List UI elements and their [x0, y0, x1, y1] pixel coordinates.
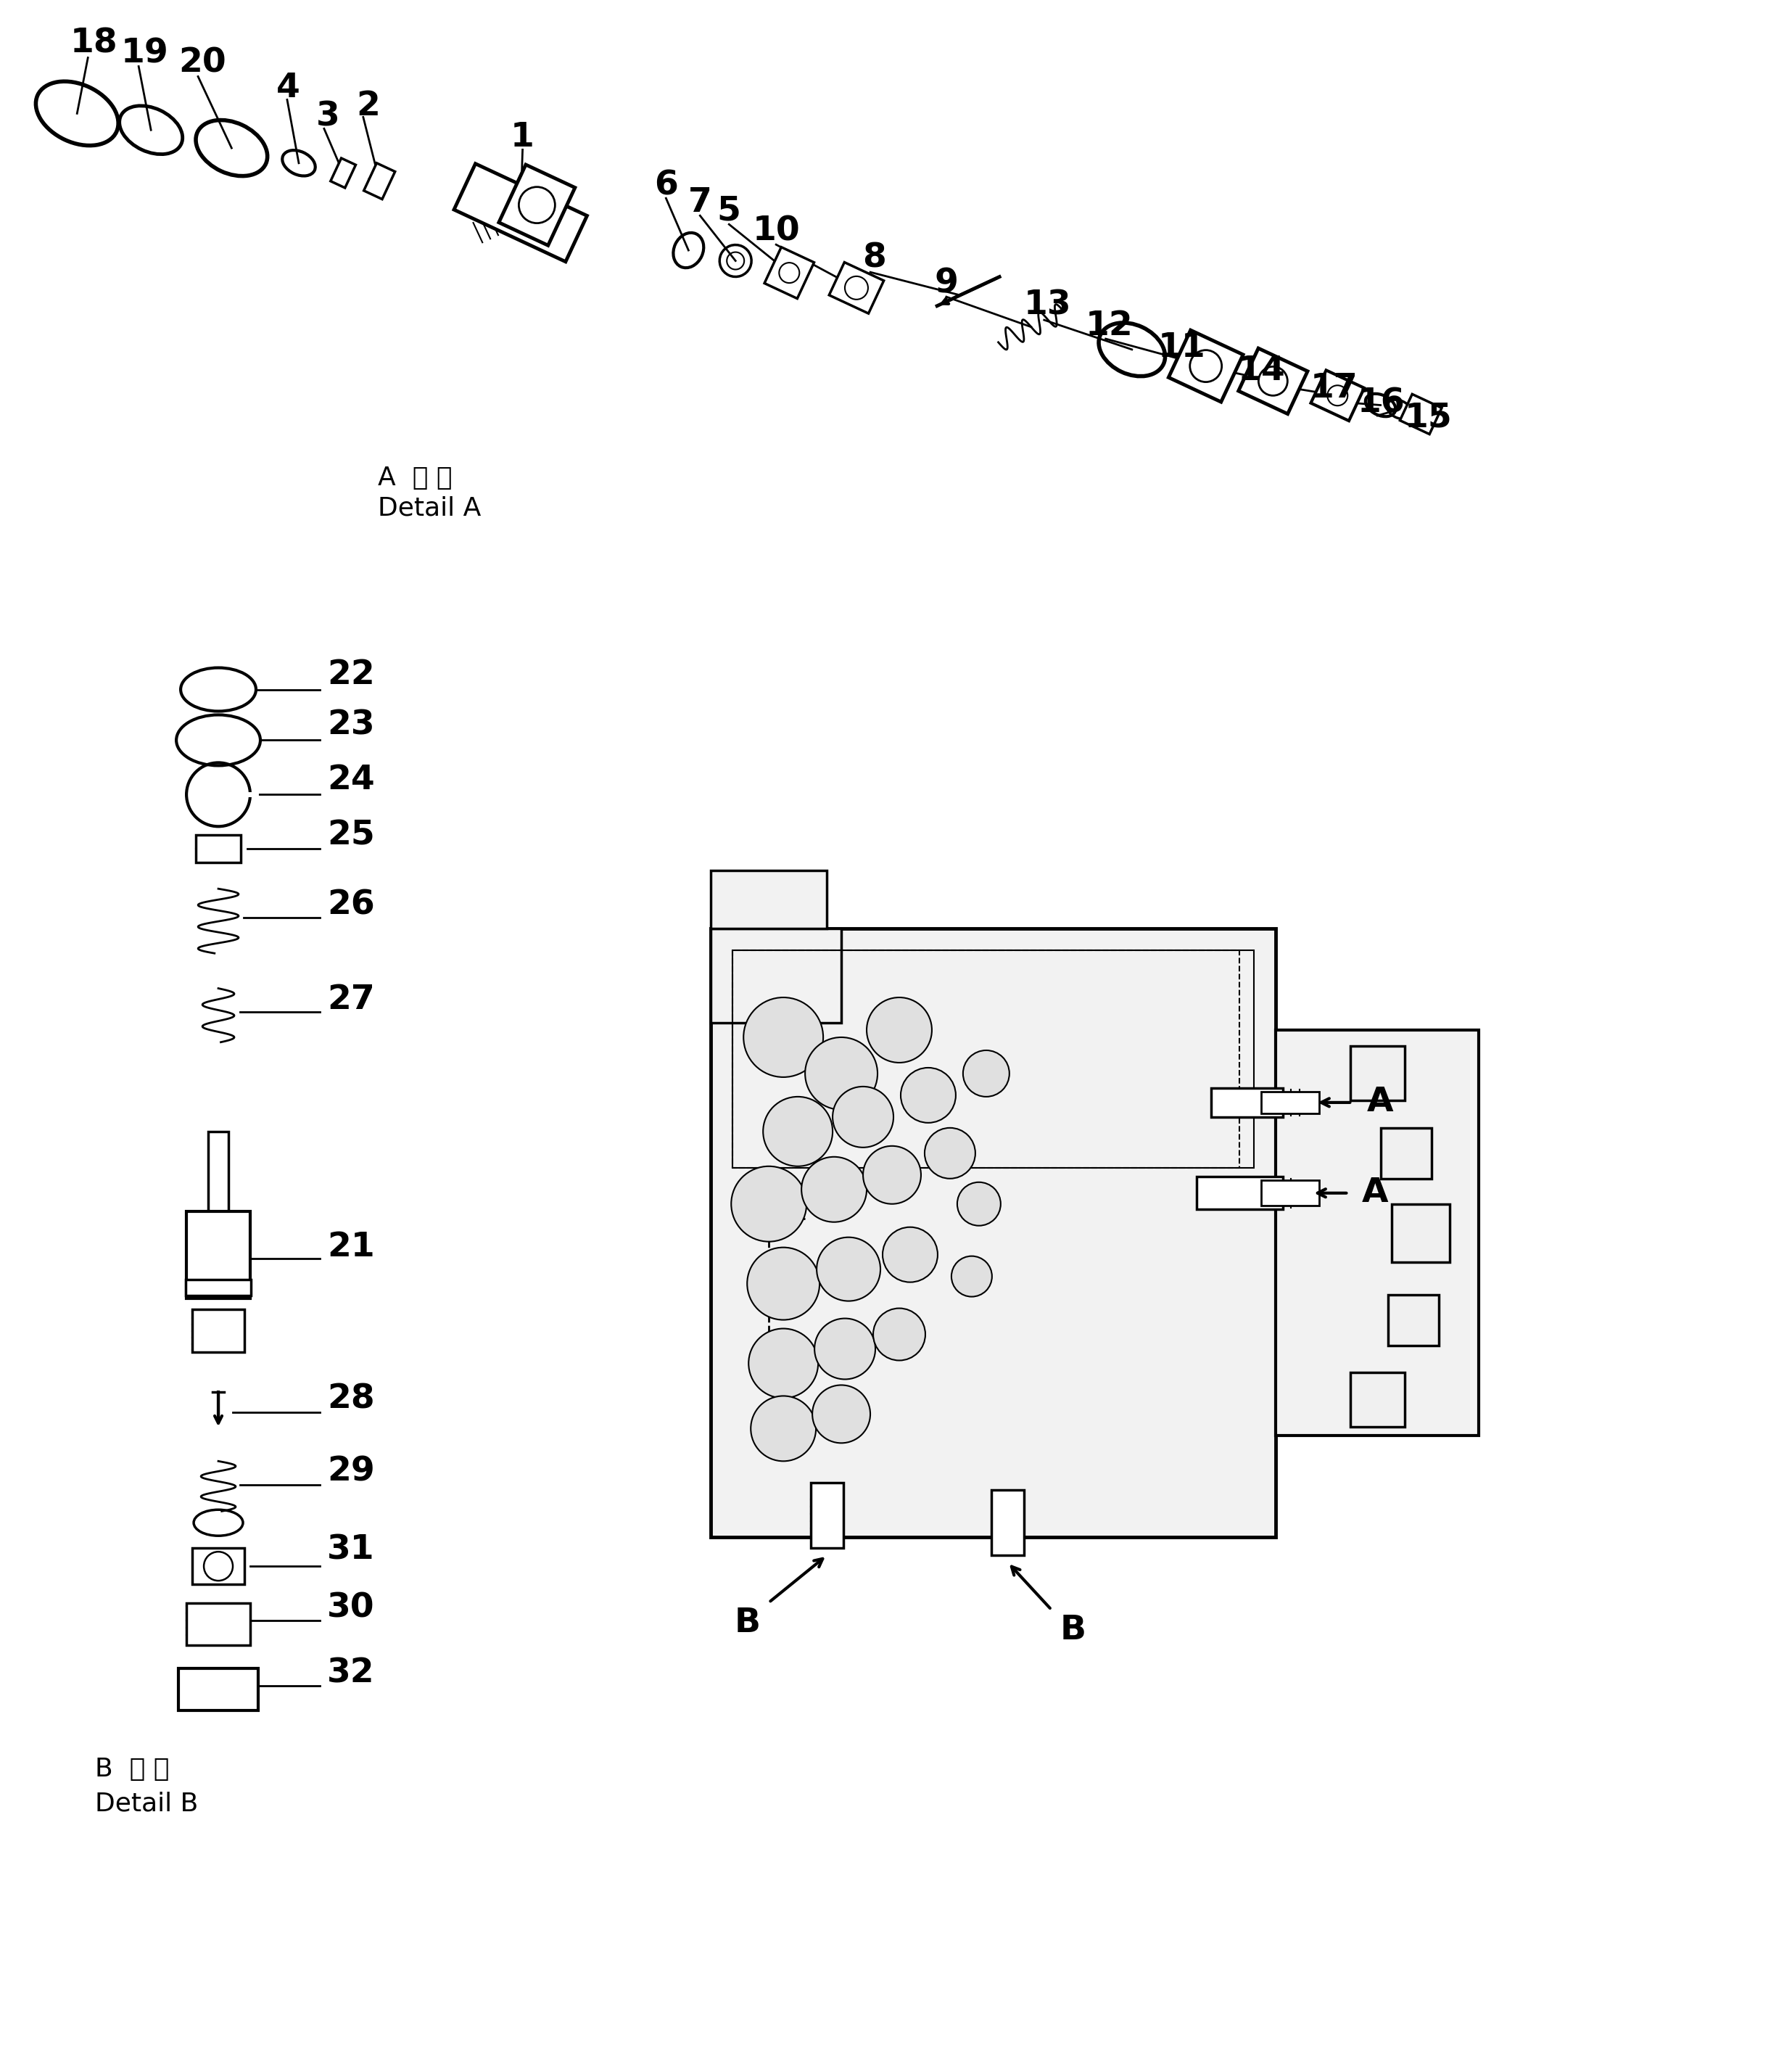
- Ellipse shape: [864, 1147, 921, 1204]
- Text: 26: 26: [326, 890, 375, 923]
- Bar: [192, 1547, 244, 1584]
- Ellipse shape: [883, 1227, 937, 1282]
- Bar: [330, 158, 357, 187]
- Text: 19: 19: [120, 37, 168, 70]
- Text: 15: 15: [1405, 401, 1452, 434]
- Text: B: B: [735, 1607, 760, 1640]
- Text: 7: 7: [688, 187, 711, 220]
- Text: B: B: [1061, 1613, 1086, 1646]
- Ellipse shape: [747, 1247, 819, 1319]
- Text: 1: 1: [511, 121, 534, 154]
- Text: 10: 10: [753, 216, 799, 249]
- Ellipse shape: [901, 1069, 955, 1122]
- Bar: [186, 1603, 251, 1646]
- Text: A: A: [1362, 1178, 1389, 1210]
- Bar: [1211, 1087, 1283, 1118]
- Text: 29: 29: [326, 1455, 375, 1488]
- Ellipse shape: [925, 1128, 975, 1180]
- Text: 13: 13: [1023, 290, 1072, 323]
- Bar: [711, 871, 826, 929]
- Text: Detail A: Detail A: [378, 495, 480, 520]
- Text: 17: 17: [1310, 372, 1358, 405]
- Bar: [711, 929, 1276, 1537]
- Bar: [498, 164, 575, 245]
- Ellipse shape: [751, 1395, 815, 1461]
- Bar: [1349, 1373, 1405, 1426]
- Ellipse shape: [833, 1087, 894, 1147]
- Text: 16: 16: [1357, 386, 1405, 419]
- Bar: [186, 1280, 251, 1295]
- Text: 5: 5: [717, 195, 740, 228]
- Bar: [1310, 370, 1364, 421]
- Bar: [1349, 1046, 1405, 1101]
- Ellipse shape: [957, 1182, 1000, 1225]
- Ellipse shape: [815, 1319, 874, 1379]
- Text: 20: 20: [179, 47, 226, 80]
- Text: A  詳 細: A 詳 細: [378, 466, 452, 491]
- Bar: [192, 1309, 244, 1352]
- Text: 24: 24: [326, 764, 375, 797]
- Ellipse shape: [805, 1038, 878, 1110]
- Ellipse shape: [873, 1309, 925, 1360]
- Text: B  詳 細: B 詳 細: [95, 1757, 170, 1782]
- Bar: [991, 1490, 1025, 1556]
- Text: 4: 4: [276, 72, 299, 105]
- Text: 23: 23: [326, 709, 375, 742]
- Bar: [1238, 347, 1308, 413]
- Ellipse shape: [817, 1237, 880, 1301]
- Bar: [1262, 1180, 1319, 1206]
- Bar: [1382, 1128, 1432, 1180]
- Bar: [1197, 1178, 1283, 1208]
- Ellipse shape: [867, 997, 932, 1062]
- Bar: [179, 1669, 258, 1710]
- Bar: [810, 1484, 842, 1547]
- Bar: [733, 949, 1254, 1167]
- Bar: [1276, 1030, 1478, 1436]
- Text: 3: 3: [315, 101, 340, 134]
- Text: Detail B: Detail B: [95, 1792, 199, 1817]
- Text: 14: 14: [1238, 353, 1285, 386]
- Ellipse shape: [812, 1385, 871, 1443]
- Text: 22: 22: [326, 660, 375, 690]
- Bar: [1392, 1204, 1450, 1262]
- Bar: [364, 162, 394, 199]
- Text: 2: 2: [357, 90, 380, 123]
- Bar: [453, 164, 588, 261]
- Bar: [1400, 395, 1443, 434]
- Bar: [711, 929, 840, 1023]
- Text: 31: 31: [326, 1533, 375, 1566]
- Text: 21: 21: [326, 1231, 375, 1264]
- Bar: [195, 834, 240, 863]
- Text: 9: 9: [934, 267, 959, 300]
- Text: 30: 30: [326, 1593, 375, 1626]
- Text: 32: 32: [326, 1656, 375, 1689]
- Bar: [1262, 1091, 1319, 1114]
- Text: 28: 28: [326, 1383, 375, 1416]
- Text: 11: 11: [1158, 331, 1206, 364]
- Ellipse shape: [801, 1157, 867, 1223]
- Bar: [765, 247, 814, 298]
- Ellipse shape: [731, 1167, 806, 1241]
- Text: 12: 12: [1086, 310, 1133, 341]
- Text: 6: 6: [654, 171, 677, 201]
- Bar: [1168, 331, 1244, 403]
- Ellipse shape: [749, 1328, 819, 1397]
- Ellipse shape: [763, 1097, 833, 1167]
- Bar: [1389, 1295, 1439, 1346]
- Text: 25: 25: [326, 820, 375, 853]
- Ellipse shape: [952, 1256, 993, 1297]
- Bar: [208, 1132, 228, 1219]
- Ellipse shape: [744, 997, 823, 1077]
- Bar: [186, 1210, 251, 1299]
- Text: 8: 8: [862, 242, 885, 275]
- Ellipse shape: [962, 1050, 1009, 1097]
- Text: A: A: [1367, 1087, 1392, 1118]
- Text: 18: 18: [70, 27, 118, 60]
- Bar: [830, 263, 883, 314]
- Text: 27: 27: [326, 982, 375, 1015]
